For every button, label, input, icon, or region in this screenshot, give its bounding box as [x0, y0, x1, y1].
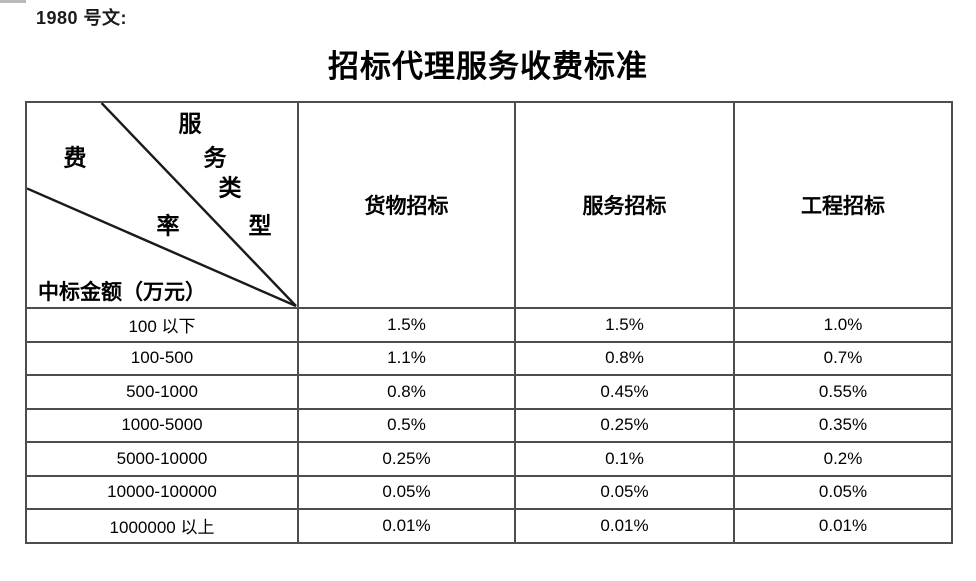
column-header-service-bidding: 服务招标: [514, 101, 735, 309]
fee-value: 1.5%: [514, 307, 735, 343]
row-range-label: 1000000 以上: [25, 508, 299, 544]
table-header-row: 服 费 务 类 率 型 中标金额（万元） 货物招标 服务招标 工程招标: [25, 101, 953, 309]
fee-value: 0.2%: [733, 441, 953, 477]
row-range-label: 100-500: [25, 340, 299, 376]
diagonal-line-upper: [100, 103, 297, 307]
diagonal-lines-graphic: [27, 103, 297, 307]
corner-service-type-char-2: 务: [203, 145, 227, 171]
table-row: 1000000 以上 0.01% 0.01% 0.01%: [25, 508, 953, 544]
row-range-label: 1000-5000: [25, 407, 299, 443]
corner-amount-label: 中标金额（万元）: [38, 280, 206, 304]
fee-value: 0.35%: [733, 407, 953, 443]
table-row: 5000-10000 0.25% 0.1% 0.2%: [25, 441, 953, 477]
page-title: 招标代理服务收费标准: [328, 49, 648, 84]
fee-value: 0.8%: [514, 340, 735, 376]
column-header-goods-bidding: 货物招标: [297, 101, 516, 309]
fee-value: 0.55%: [733, 374, 953, 410]
fee-value: 0.01%: [514, 508, 735, 544]
row-range-label: 10000-100000: [25, 474, 299, 510]
fee-value: 0.05%: [733, 474, 953, 510]
diagonal-line-lower: [27, 187, 297, 307]
table-corner-cell: 服 费 务 类 率 型 中标金额（万元）: [25, 101, 299, 309]
corner-fee-rate-char-1: 费: [63, 145, 87, 171]
table-row: 100-500 1.1% 0.8% 0.7%: [25, 340, 953, 376]
row-range-label: 100 以下: [25, 307, 299, 343]
row-range-label: 5000-10000: [25, 441, 299, 477]
fee-value: 0.8%: [297, 374, 516, 410]
fee-value: 0.05%: [297, 474, 516, 510]
fee-value: 0.1%: [514, 441, 735, 477]
fee-value: 0.25%: [514, 407, 735, 443]
corner-fee-rate-char-2: 率: [156, 213, 180, 239]
fee-value: 0.7%: [733, 340, 953, 376]
fee-value: 0.01%: [733, 508, 953, 544]
fee-value: 0.01%: [297, 508, 516, 544]
corner-service-type-char-4: 型: [248, 213, 272, 239]
corner-service-type-char-1: 服: [178, 111, 202, 137]
corner-service-type-char-3: 类: [218, 175, 242, 201]
column-header-engineering-bidding: 工程招标: [733, 101, 953, 309]
table-row: 500-1000 0.8% 0.45% 0.55%: [25, 374, 953, 410]
fee-value: 0.05%: [514, 474, 735, 510]
row-range-label: 500-1000: [25, 374, 299, 410]
document-ref-label: 1980 号文:: [36, 8, 128, 28]
fee-value: 0.45%: [514, 374, 735, 410]
table-row: 1000-5000 0.5% 0.25% 0.35%: [25, 407, 953, 443]
fee-value: 0.25%: [297, 441, 516, 477]
fee-value: 1.5%: [297, 307, 516, 343]
corner-diagonal-overlay: 服 费 务 类 率 型 中标金额（万元）: [27, 103, 297, 307]
page-corner-artifact: [0, 0, 26, 3]
fee-value: 0.5%: [297, 407, 516, 443]
fee-value: 1.1%: [297, 340, 516, 376]
table-row: 10000-100000 0.05% 0.05% 0.05%: [25, 474, 953, 510]
fee-value: 1.0%: [733, 307, 953, 343]
fee-standard-table: 服 费 务 类 率 型 中标金额（万元） 货物招标 服务招标 工程招标 100 …: [25, 101, 953, 544]
table-row: 100 以下 1.5% 1.5% 1.0%: [25, 307, 953, 343]
